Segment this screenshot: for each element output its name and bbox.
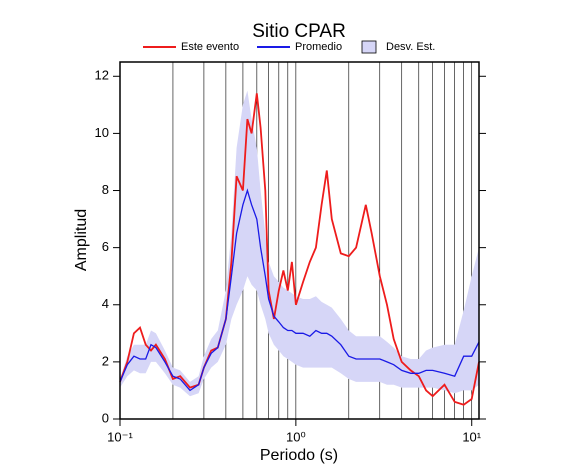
legend-label: Este evento <box>181 41 239 53</box>
legend-label: Desv. Est. <box>386 41 435 53</box>
x-axis-label: Periodo (s) <box>260 447 338 464</box>
series-line <box>119 188 480 392</box>
chart-title: Sitio CPAR <box>252 21 346 42</box>
y-tick-label: 0 <box>102 410 109 425</box>
y-tick-label: 8 <box>102 182 109 197</box>
x-tick-label: 10¹ <box>462 429 481 444</box>
y-axis-label: Amplitud <box>73 209 90 271</box>
std-band <box>120 90 479 397</box>
y-tick-label: 2 <box>102 353 109 368</box>
x-tick-label: 10⁻¹ <box>107 429 133 444</box>
y-tick-label: 10 <box>95 125 109 140</box>
legend-label: Promedio <box>295 41 342 53</box>
y-tick-label: 4 <box>102 296 109 311</box>
x-tick-label: 10⁰ <box>286 429 306 444</box>
plot-frame <box>119 61 480 420</box>
y-tick-label: 6 <box>102 239 109 254</box>
series-line <box>119 93 480 406</box>
y-tick-label: 12 <box>95 68 109 83</box>
legend-swatch <box>361 40 377 54</box>
